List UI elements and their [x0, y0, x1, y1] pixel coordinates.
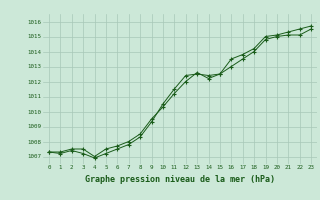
X-axis label: Graphe pression niveau de la mer (hPa): Graphe pression niveau de la mer (hPa) [85, 175, 275, 184]
